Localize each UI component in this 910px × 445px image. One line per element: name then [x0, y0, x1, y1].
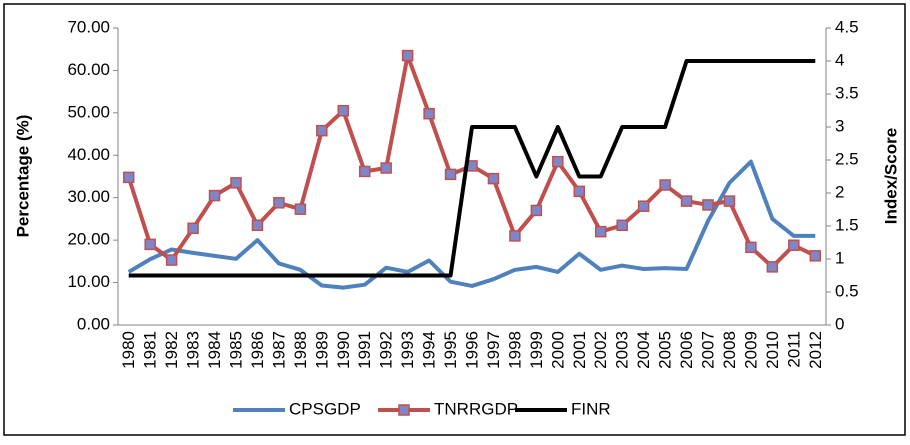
x-tick-label: 2001 [570, 331, 589, 369]
x-tick-label: 2004 [634, 331, 653, 369]
x-tick-label: 1982 [162, 331, 181, 369]
x-tick-label: 1998 [505, 331, 524, 369]
x-tick-label: 1999 [527, 331, 546, 369]
series-marker [573, 185, 586, 198]
series-marker [337, 104, 350, 117]
x-tick-label: 2005 [656, 331, 675, 369]
x-tick-label: 1980 [119, 331, 138, 369]
series-marker [423, 107, 435, 120]
series-marker [251, 219, 264, 232]
x-tick-label: 1989 [312, 331, 331, 369]
x-tick-label: 2002 [591, 331, 610, 369]
y2-tick-label: 0.5 [835, 281, 859, 300]
y2-tick-label: 1.5 [835, 215, 859, 234]
series-marker [316, 124, 328, 137]
y2-tick-label: 4.5 [835, 17, 859, 36]
x-tick-label: 1988 [291, 331, 310, 369]
series-marker [144, 238, 156, 251]
legend-label: CPSGDP [289, 399, 361, 418]
y-tick-label: 40.00 [67, 145, 110, 164]
x-tick-label: 2006 [677, 331, 696, 369]
x-tick-label: 1995 [441, 331, 460, 369]
x-tick-label: 2010 [763, 331, 782, 369]
x-tick-label: 1985 [226, 331, 245, 369]
series-marker [552, 155, 564, 168]
series-marker [358, 165, 371, 178]
y-tick-label: 20.00 [67, 230, 110, 249]
series-marker [745, 241, 757, 254]
series-marker [273, 197, 285, 209]
legend-label: TNRRGDP [434, 399, 518, 418]
y2-tick-label: 3.5 [835, 83, 859, 102]
x-tick-label: 1996 [462, 331, 481, 369]
legend-marker [398, 404, 410, 416]
series-marker [294, 203, 307, 215]
y2-axis-title: Index/Score [881, 128, 900, 224]
series-marker [401, 49, 414, 62]
series-marker [530, 204, 543, 217]
y-tick-label: 50.00 [67, 102, 110, 121]
y-tick-label: 70.00 [67, 17, 110, 36]
x-tick-label: 1991 [355, 331, 374, 369]
x-tick-label: 2011 [784, 331, 803, 368]
x-tick-label: 2003 [613, 331, 632, 369]
y2-tick-label: 4 [835, 50, 844, 69]
series-marker [659, 179, 671, 191]
y-axis-title: Percentage (%) [13, 115, 32, 238]
series-marker [594, 225, 607, 238]
y2-tick-label: 0 [835, 314, 844, 333]
x-tick-label: 1992 [377, 331, 396, 369]
series-marker [680, 195, 693, 207]
x-tick-label: 2008 [720, 331, 739, 369]
x-tick-label: 1994 [420, 331, 439, 369]
series-marker [702, 199, 714, 211]
series-marker [487, 172, 500, 185]
y-tick-label: 30.00 [67, 187, 110, 206]
series-marker [230, 177, 242, 189]
chart-border [3, 3, 906, 436]
y2-tick-label: 2 [835, 182, 844, 201]
x-tick-label: 2007 [698, 331, 717, 369]
series-marker [723, 195, 736, 207]
x-tick-label: 1993 [398, 331, 417, 369]
x-tick-label: 1987 [269, 331, 288, 369]
legend-label: FINR [571, 399, 611, 418]
x-tick-label: 2000 [548, 331, 567, 369]
series-marker [122, 171, 135, 184]
series-line [128, 59, 816, 278]
series-marker [509, 230, 521, 242]
y-tick-label: 60.00 [67, 60, 110, 79]
series-marker [380, 162, 392, 174]
series-marker [187, 222, 199, 235]
y-tick-label: 10.00 [67, 272, 110, 291]
series-marker [208, 189, 221, 202]
series-marker [637, 200, 650, 212]
series-marker [165, 254, 178, 266]
y2-tick-label: 3 [835, 116, 844, 135]
series-marker [444, 168, 457, 181]
series-marker [809, 250, 822, 262]
y2-tick-label: 2.5 [835, 149, 859, 168]
y-tick-label: 0.00 [77, 314, 110, 333]
x-tick-label: 1990 [334, 331, 353, 369]
y2-tick-label: 1 [835, 248, 844, 267]
series-marker [788, 239, 800, 251]
x-tick-label: 1986 [248, 331, 267, 369]
x-tick-label: 1997 [484, 331, 503, 369]
x-tick-label: 1984 [205, 331, 224, 369]
series-marker [616, 219, 628, 232]
x-tick-label: 2012 [806, 331, 825, 369]
series-line [127, 159, 816, 290]
x-tick-label: 1983 [184, 331, 203, 369]
series-marker [766, 261, 779, 273]
x-tick-label: 2009 [741, 331, 760, 369]
x-tick-label: 1981 [141, 331, 160, 369]
